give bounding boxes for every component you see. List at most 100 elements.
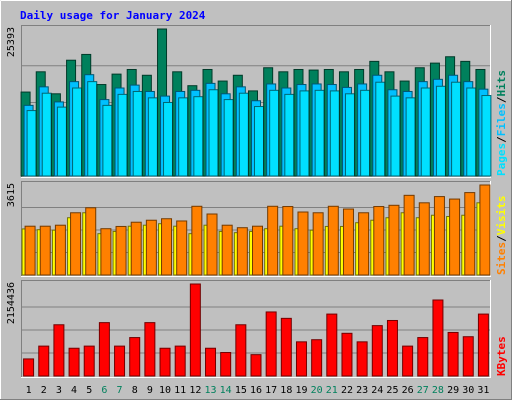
bar-sites-day-7 xyxy=(115,225,127,276)
x-tick-label-day-22: 22 xyxy=(341,385,353,396)
legend-entry-sites: Sites xyxy=(495,242,508,275)
x-tick-label-day-5: 5 xyxy=(86,385,92,396)
x-tick-label-day-1: 1 xyxy=(26,385,32,396)
bar-kbytes-day-15 xyxy=(235,324,247,377)
bar-pages-day-14 xyxy=(223,99,234,177)
panel-visits-sites-max-label: 3615 xyxy=(6,183,17,207)
bar-sites-day-5 xyxy=(85,207,97,276)
bar-sites-day-31 xyxy=(479,184,491,276)
x-tick-label-day-12: 12 xyxy=(189,385,201,396)
bar-kbytes-day-8 xyxy=(129,337,141,377)
bar-kbytes-day-2 xyxy=(38,345,50,377)
bar-kbytes-day-19 xyxy=(295,341,307,377)
bar-pages-day-9 xyxy=(147,97,158,177)
bar-sites-day-22 xyxy=(342,208,354,276)
x-tick-label-day-8: 8 xyxy=(132,385,138,396)
bar-pages-day-1 xyxy=(26,110,37,177)
bar-pages-day-21 xyxy=(329,90,340,177)
bar-sites-day-29 xyxy=(449,198,461,276)
bar-pages-day-11 xyxy=(178,97,189,177)
bar-sites-day-20 xyxy=(312,212,324,276)
legend-entry-kbytes: KBytes xyxy=(495,336,508,376)
x-tick-label-day-7: 7 xyxy=(117,385,123,396)
bar-sites-day-1 xyxy=(24,225,36,276)
bar-pages-day-31 xyxy=(481,95,492,177)
bar-kbytes-day-21 xyxy=(326,313,338,377)
bar-sites-day-6 xyxy=(100,228,112,276)
bar-kbytes-day-7 xyxy=(114,345,126,377)
chart-title: Daily usage for January 2024 xyxy=(20,9,206,22)
bar-sites-day-12 xyxy=(191,205,203,276)
legend-entry-pages: Pages xyxy=(495,143,508,176)
x-tick-label-day-2: 2 xyxy=(41,385,47,396)
bar-sites-day-23 xyxy=(358,212,370,276)
bar-kbytes-day-20 xyxy=(311,339,323,377)
bar-kbytes-day-4 xyxy=(68,347,80,377)
bar-kbytes-day-3 xyxy=(53,324,65,377)
bar-kbytes-day-5 xyxy=(83,345,95,377)
bar-sites-day-27 xyxy=(418,202,430,276)
x-tick-label-day-24: 24 xyxy=(371,385,383,396)
bar-pages-day-6 xyxy=(102,104,113,177)
panel-hits-files-pages-max-label: 25393 xyxy=(6,27,17,57)
bar-kbytes-day-30 xyxy=(462,336,474,377)
bar-pages-day-20 xyxy=(314,89,325,177)
bar-pages-day-22 xyxy=(344,93,355,177)
bar-sites-day-18 xyxy=(282,206,294,276)
bar-pages-day-29 xyxy=(451,81,462,177)
bar-pages-day-13 xyxy=(208,89,219,177)
x-tick-label-day-17: 17 xyxy=(265,385,277,396)
bar-sites-day-4 xyxy=(70,212,82,276)
bar-kbytes-day-26 xyxy=(402,345,414,377)
x-tick-label-day-11: 11 xyxy=(174,385,186,396)
bar-kbytes-day-17 xyxy=(265,311,277,377)
bar-sites-day-13 xyxy=(206,213,218,276)
x-tick-label-day-6: 6 xyxy=(101,385,107,396)
bar-kbytes-day-22 xyxy=(341,332,353,377)
bar-pages-day-24 xyxy=(375,81,386,177)
legend-entry-visits: Visits xyxy=(495,196,508,236)
x-tick-label-day-25: 25 xyxy=(386,385,398,396)
x-tick-label-day-13: 13 xyxy=(204,385,216,396)
x-tick-label-day-31: 31 xyxy=(477,385,489,396)
x-tick-label-day-27: 27 xyxy=(417,385,429,396)
x-tick-label-day-4: 4 xyxy=(71,385,77,396)
bar-kbytes-day-27 xyxy=(417,337,429,377)
bar-sites-day-30 xyxy=(464,192,476,276)
bar-sites-day-25 xyxy=(388,204,400,276)
x-tick-label-day-9: 9 xyxy=(147,385,153,396)
bar-pages-day-2 xyxy=(41,92,52,177)
bar-kbytes-day-10 xyxy=(159,347,171,377)
x-tick-label-day-28: 28 xyxy=(432,385,444,396)
bar-sites-day-17 xyxy=(267,205,279,276)
bar-kbytes-day-23 xyxy=(356,341,368,377)
legend-entry-separator: / xyxy=(495,235,508,242)
x-tick-label-day-19: 19 xyxy=(295,385,307,396)
x-tick-label-day-26: 26 xyxy=(402,385,414,396)
bar-pages-day-17 xyxy=(269,89,280,177)
bar-kbytes-day-25 xyxy=(386,319,398,377)
x-tick-label-day-18: 18 xyxy=(280,385,292,396)
bar-sites-day-9 xyxy=(145,219,157,276)
bar-sites-day-11 xyxy=(176,220,188,276)
bar-pages-day-26 xyxy=(405,97,416,177)
bar-pages-day-19 xyxy=(299,90,310,177)
x-tick-label-day-3: 3 xyxy=(56,385,62,396)
bar-kbytes-day-29 xyxy=(447,331,459,377)
bar-pages-day-16 xyxy=(254,106,264,177)
bar-kbytes-day-18 xyxy=(280,317,292,377)
bar-pages-day-15 xyxy=(238,92,249,177)
bar-sites-day-24 xyxy=(373,206,385,276)
bar-kbytes-day-6 xyxy=(98,322,110,377)
bar-pages-day-10 xyxy=(163,101,174,177)
bar-kbytes-day-31 xyxy=(477,313,489,377)
bar-sites-day-19 xyxy=(297,211,309,276)
bar-sites-day-16 xyxy=(252,225,263,276)
bar-kbytes-day-28 xyxy=(432,299,444,377)
bar-pages-day-12 xyxy=(193,96,204,177)
legend-entry-separator: / xyxy=(495,96,508,103)
bar-kbytes-day-12 xyxy=(189,283,201,377)
bar-pages-day-18 xyxy=(284,93,295,177)
bar-sites-day-14 xyxy=(221,224,233,276)
